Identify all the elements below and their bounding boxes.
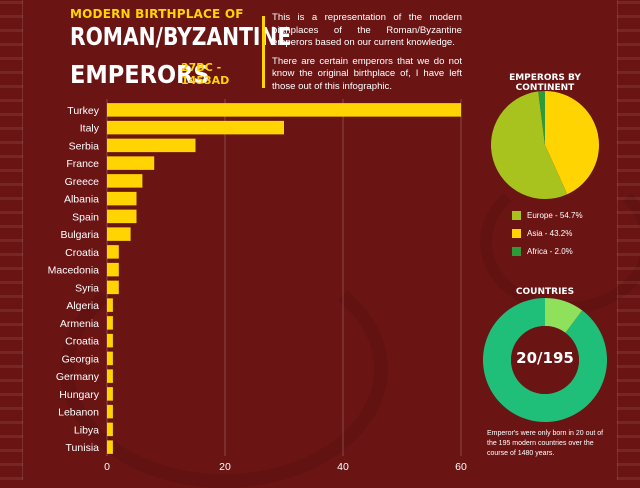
description-paragraph-2: There are certain emperors that we do no… xyxy=(272,55,462,92)
bar-france xyxy=(107,156,155,170)
legend-swatch-africa xyxy=(512,246,521,256)
category-label-albania: Albania xyxy=(64,194,99,206)
bar-croatia xyxy=(107,245,119,259)
category-label-serbia: Serbia xyxy=(69,140,100,152)
category-label-bulgaria: Bulgaria xyxy=(60,229,99,241)
legend-item-asia: Asia - 43.2% xyxy=(512,224,583,242)
years-label: 27BC - 1453AD xyxy=(181,61,241,87)
bar-bulgaria xyxy=(107,227,131,241)
donut-center-value: 20/195 xyxy=(516,349,574,367)
legend-item-africa: Africa - 2.0% xyxy=(512,242,583,260)
x-tick-label-40: 40 xyxy=(337,461,349,473)
legend-item-europe: Europe - 54.7% xyxy=(512,206,583,224)
legend-label-europe: Europe - 54.7% xyxy=(527,210,583,220)
continent-pie-title: EMPERORS BY CONTINENT xyxy=(509,73,581,93)
bar-albania xyxy=(107,191,137,206)
category-label-france: France xyxy=(66,158,99,170)
legend-label-asia: Asia - 43.2% xyxy=(527,228,573,238)
bar-greece xyxy=(107,174,143,188)
legend-swatch-asia xyxy=(512,228,521,238)
title-subtitle: MODERN BIRTHPLACE OF xyxy=(70,7,244,21)
countries-footnote: Emperor's were only born in 20 out of th… xyxy=(487,430,604,457)
years-start: 27BC - xyxy=(181,61,222,74)
category-label-syria: Syria xyxy=(75,282,99,294)
category-label-italy: Italy xyxy=(80,123,100,135)
left-decorative-border xyxy=(0,0,23,480)
bar-serbia xyxy=(107,138,196,153)
laurel-wreath-decoration xyxy=(60,250,388,488)
x-tick-label-60: 60 xyxy=(455,461,467,473)
x-tick-label-0: 0 xyxy=(104,461,110,473)
category-label-croatia: Croatia xyxy=(65,247,99,259)
category-label-macedonia: Macedonia xyxy=(48,265,100,277)
description: This is a representation of the modern b… xyxy=(272,12,462,99)
legend-swatch-europe xyxy=(512,210,521,220)
title-line-1: ROMAN/BYZANTINE xyxy=(70,22,292,51)
pie-slice-africa xyxy=(538,91,545,145)
category-label-tunisia: Tunisia xyxy=(66,442,100,454)
years-end: 1453AD xyxy=(181,74,230,87)
bar-turkey xyxy=(107,103,461,117)
legend-label-africa: Africa - 2.0% xyxy=(527,246,573,256)
continent-legend: Europe - 54.7% Asia - 43.2% Africa - 2.0… xyxy=(512,206,583,260)
countries-donut-title: COUNTRIES xyxy=(515,287,575,297)
bar-italy xyxy=(107,120,284,135)
category-label-spain: Spain xyxy=(72,211,99,223)
category-label-greece: Greece xyxy=(65,176,100,188)
title-line-2: EMPERORS xyxy=(70,60,210,89)
title-divider xyxy=(262,16,265,88)
category-label-turkey: Turkey xyxy=(67,105,99,117)
description-paragraph-1: This is a representation of the modern b… xyxy=(272,12,462,48)
bar-macedonia xyxy=(107,262,119,277)
bar-spain xyxy=(107,209,137,224)
